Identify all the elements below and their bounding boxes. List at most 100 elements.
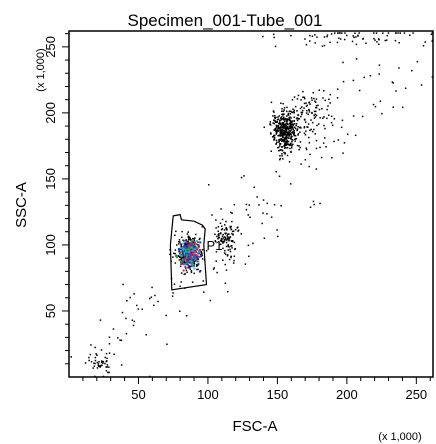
event-point [281,110,283,112]
event-point [84,362,87,364]
event-point [278,146,280,149]
event-point [293,109,295,112]
event-point [277,125,279,128]
event-point [190,271,193,274]
event-point [292,139,294,141]
event-point [329,102,331,104]
event-point [108,336,111,338]
event-point [187,240,189,242]
event-point [279,158,281,161]
event-point [365,42,367,44]
event-point [339,38,342,40]
event-point [270,132,272,134]
x-axis-label: FSC-A [233,418,278,435]
event-point [304,119,306,121]
event-point [430,33,433,36]
gated-event-point [191,253,194,256]
event-point [329,41,331,44]
event-point [197,264,199,267]
event-point [228,238,231,240]
gated-event-point [192,250,195,253]
event-point [303,107,305,109]
event-point [273,134,275,137]
event-point [289,127,291,130]
event-point [278,122,280,125]
event-point [381,112,383,115]
event-point [96,361,99,364]
event-point [283,132,286,135]
event-point [275,126,278,128]
event-point [217,234,219,236]
event-point [313,117,316,119]
event-point [278,141,280,143]
event-point [178,256,181,258]
event-point [310,97,313,99]
event-point [219,222,222,224]
event-point [289,147,291,150]
event-point [274,129,276,131]
gated-event-point [191,242,194,245]
event-point [231,240,234,242]
event-point [281,155,283,157]
event-point [282,113,284,115]
event-point [285,123,287,125]
event-point [377,38,380,40]
event-point [342,80,345,83]
event-point [263,126,265,128]
event-point [224,282,227,284]
event-point [122,283,124,286]
event-point [286,110,288,113]
y-tick-label: 250 [43,36,58,58]
event-point [281,131,283,133]
event-point [283,113,285,115]
event-point [323,44,326,47]
event-point [302,96,304,98]
gated-event-point [193,248,196,251]
event-point [277,126,279,129]
event-point [97,363,100,365]
event-point [276,119,279,121]
event-point [287,131,290,133]
chart-title: Specimen_001-Tube_001 [127,11,322,30]
event-point [309,206,312,208]
event-point [283,151,285,154]
event-point [273,137,276,139]
gated-event-point [188,256,191,259]
gate-p1 [169,213,208,291]
event-point [287,113,289,116]
event-point [358,89,361,92]
event-point [184,262,186,264]
gated-event-point [191,255,194,258]
event-point [280,125,282,127]
event-point [225,226,227,229]
event-point [275,127,277,129]
event-point [280,126,282,129]
event-point [245,208,248,211]
event-point [277,129,279,132]
event-point [189,265,191,267]
event-point [285,134,287,136]
event-point [402,106,404,109]
event-point [334,32,336,34]
event-point [363,76,365,79]
event-point [274,128,276,130]
event-point [282,136,285,139]
event-point [220,237,223,240]
event-point [397,32,399,34]
event-point [289,124,292,126]
event-point [278,175,281,177]
event-point [324,137,326,139]
event-point [291,111,294,114]
event-point [229,227,232,229]
event-point [217,230,219,232]
event-point [269,123,271,125]
event-point [234,248,236,251]
event-point [279,143,281,145]
event-point [215,227,217,229]
event-point [279,123,281,125]
event-point [313,128,315,131]
event-point [302,90,304,93]
event-point [378,39,380,41]
event-point [230,256,232,259]
